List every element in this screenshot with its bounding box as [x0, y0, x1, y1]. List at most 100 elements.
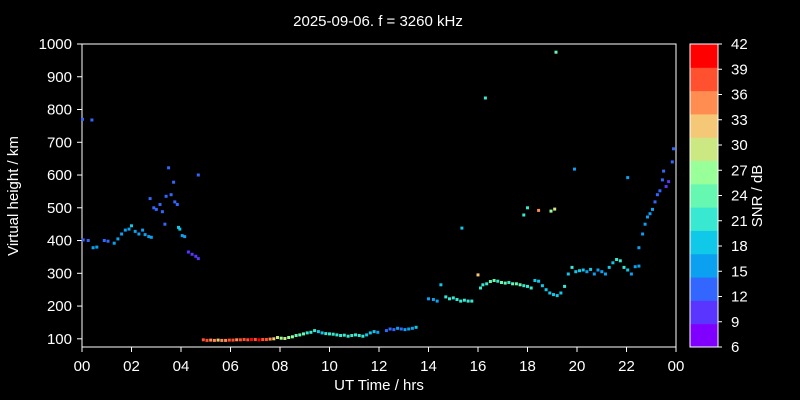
data-point: [578, 269, 581, 273]
x-tick-label: 18: [519, 358, 536, 375]
data-point: [529, 286, 533, 290]
data-point: [537, 208, 541, 212]
y-axis-label: Virtual height / km: [5, 136, 22, 256]
data-point: [629, 272, 633, 276]
data-point: [439, 283, 443, 287]
colorbar-tick-label: 27: [731, 162, 748, 179]
data-point: [479, 286, 482, 290]
data-point: [261, 338, 265, 341]
data-point: [648, 212, 652, 216]
colorbar-segment: [690, 230, 718, 255]
data-point: [279, 336, 283, 340]
data-point: [328, 332, 331, 336]
data-point: [167, 166, 171, 170]
data-point: [102, 239, 106, 242]
data-point: [548, 291, 552, 295]
data-point: [194, 254, 198, 258]
data-point: [149, 235, 153, 239]
data-point: [596, 268, 600, 272]
data-point: [106, 239, 110, 243]
colorbar-tick-label: 18: [731, 238, 748, 255]
data-point: [120, 232, 124, 236]
colorbar-segment: [690, 113, 718, 138]
data-point: [354, 333, 357, 337]
colorbar-segment: [690, 44, 718, 68]
data-point: [607, 265, 611, 269]
data-point: [361, 334, 365, 338]
data-point: [396, 326, 400, 330]
data-point: [137, 232, 141, 236]
colorbar-segment: [690, 67, 718, 92]
data-point: [365, 333, 369, 337]
data-point: [526, 206, 529, 210]
data-point: [376, 330, 380, 334]
data-point: [392, 328, 396, 332]
data-point: [81, 117, 84, 121]
data-point: [481, 283, 485, 287]
colorbar-segment: [690, 207, 718, 231]
data-point: [186, 250, 190, 254]
data-point: [460, 226, 464, 230]
data-point: [485, 282, 489, 286]
data-point: [250, 338, 253, 341]
data-point: [346, 334, 350, 338]
x-axis-label: UT Time / hrs: [334, 377, 424, 394]
y-tick-label: 400: [47, 233, 72, 250]
data-point: [368, 331, 372, 335]
data-point: [372, 330, 376, 334]
data-point: [238, 338, 242, 342]
data-point: [585, 270, 589, 274]
data-point: [90, 118, 94, 122]
data-point: [357, 334, 361, 337]
data-point: [316, 330, 320, 334]
data-point: [403, 328, 407, 332]
colorbar-tick-label: 33: [731, 112, 748, 129]
x-tick-label: 10: [321, 358, 338, 375]
colorbar-tick-label: 24: [731, 188, 748, 205]
y-tick-label: 1000: [39, 36, 72, 53]
colorbar-tick-label: 15: [731, 263, 748, 280]
data-point: [611, 261, 615, 265]
data-point: [175, 203, 179, 206]
data-point: [589, 267, 593, 271]
data-point: [209, 338, 213, 342]
data-point: [660, 178, 664, 182]
data-point: [152, 206, 156, 210]
data-point: [410, 326, 414, 330]
data-point: [123, 228, 127, 232]
data-point: [253, 338, 257, 341]
data-point: [141, 228, 145, 232]
data-point: [313, 329, 317, 333]
data-point: [559, 291, 563, 295]
data-point: [554, 50, 558, 54]
data-point: [177, 225, 180, 229]
data-point: [246, 338, 250, 342]
data-point: [216, 338, 220, 342]
data-point: [268, 337, 272, 341]
data-point: [540, 284, 544, 288]
colorbar-tick-label: 21: [731, 213, 748, 230]
data-point: [496, 279, 500, 283]
x-tick-label: 22: [618, 358, 635, 375]
data-point: [637, 264, 641, 268]
data-point: [342, 333, 346, 337]
data-point: [163, 222, 167, 226]
colorbar-tick-label: 42: [731, 36, 748, 53]
y-tick-label: 500: [47, 200, 72, 217]
data-point: [143, 233, 147, 237]
data-point: [604, 272, 607, 276]
data-point: [670, 160, 674, 164]
data-point: [201, 338, 205, 342]
data-point: [626, 176, 630, 180]
data-point: [622, 265, 626, 269]
data-point: [272, 337, 276, 341]
data-point: [196, 173, 200, 177]
data-point: [224, 338, 228, 342]
data-point: [242, 338, 246, 341]
data-point: [335, 333, 339, 337]
data-point: [154, 207, 158, 211]
data-point: [160, 210, 164, 214]
colorbar-tick-label: 6: [731, 339, 739, 356]
data-point: [667, 180, 671, 184]
